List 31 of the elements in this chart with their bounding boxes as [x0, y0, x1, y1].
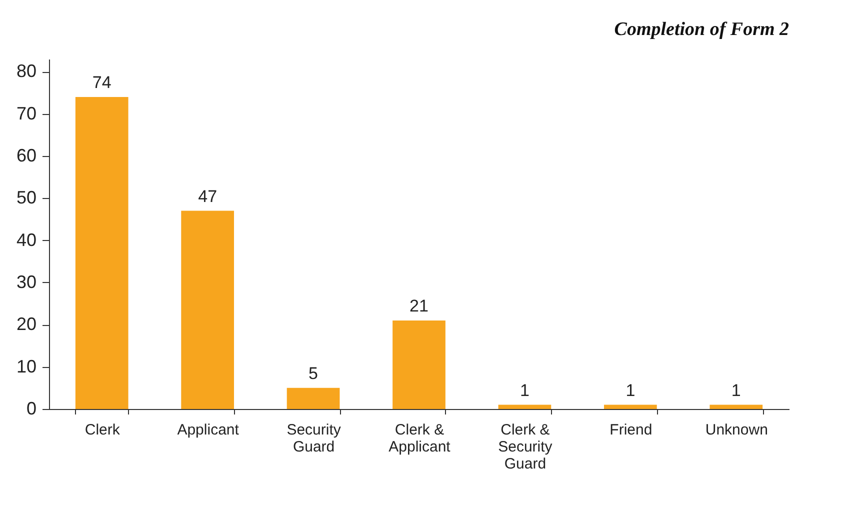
bar — [286, 388, 340, 409]
bar — [392, 320, 446, 409]
x-tick-label: Applicant — [177, 422, 240, 438]
y-tick-label: 10 — [16, 356, 36, 376]
bar — [498, 404, 552, 409]
data-label: 47 — [198, 186, 218, 206]
data-label: 74 — [92, 72, 112, 92]
y-tick-label: 50 — [16, 188, 36, 208]
data-label: 5 — [308, 364, 318, 383]
chart-title: Completion of Form 2 — [614, 19, 790, 40]
data-label: 1 — [626, 380, 636, 400]
bar — [710, 404, 763, 409]
data-label: 1 — [731, 380, 741, 400]
y-tick-label: 20 — [16, 314, 36, 334]
x-tick-label: Unknown — [705, 422, 768, 438]
y-tick-label: 0 — [26, 398, 36, 418]
x-tick-label: Clerk & Security Guard — [498, 422, 553, 472]
y-tick-label: 70 — [16, 103, 36, 124]
y-tick-label: 30 — [16, 272, 36, 292]
x-tick-label: Friend — [610, 422, 652, 438]
data-label: 1 — [520, 380, 530, 400]
bar — [604, 404, 657, 409]
data-label: 21 — [410, 296, 428, 316]
y-tick-label: 40 — [16, 230, 36, 250]
x-tick-label: Clerk & Applicant — [388, 422, 452, 456]
x-tick-label: Clerk — [84, 422, 120, 438]
bar — [75, 96, 128, 409]
x-tick-label: Security Guard — [286, 422, 342, 456]
y-tick-label: 60 — [16, 145, 36, 166]
y-tick-label: 80 — [16, 61, 36, 82]
bar — [181, 210, 234, 409]
